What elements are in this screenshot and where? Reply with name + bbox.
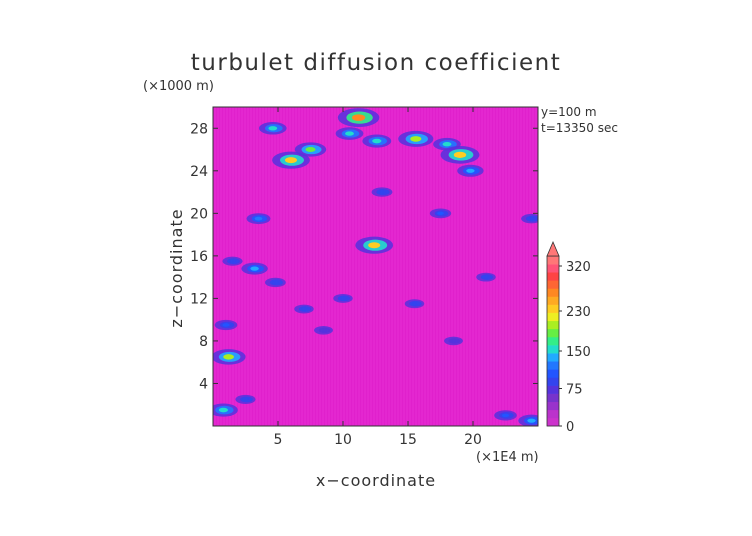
heatmap-feature [355,236,394,254]
heatmap-feature [294,142,327,157]
colorbar-swatch [547,280,559,289]
y-tick-label: 4 [199,376,208,392]
colorbar-swatch [547,345,559,354]
heatmap-feature [213,403,238,417]
colorbar-swatch [547,417,559,427]
colorbar-swatch [547,296,559,305]
heatmap-feature [457,164,484,177]
x-tick-label: 5 [274,432,283,448]
grid-texture [214,107,537,426]
y-tick-label: 28 [190,121,208,137]
heatmap-feature [429,208,452,219]
x-tick-label: 20 [464,432,482,448]
colorbar-swatch [547,288,559,297]
heatmap-feature [265,277,286,288]
colorbar-extend-arrow [546,240,560,257]
y-tick-label: 12 [190,291,208,307]
heatmap-feature [337,108,380,128]
heatmap-feature [214,319,238,331]
colorbar-swatch [547,353,559,362]
heatmap-feature [440,145,480,164]
heatmap-feature [521,213,538,224]
heatmap-feature [444,336,463,346]
x-unit-label: (×1E4 m) [476,450,539,465]
heatmap-feature [294,304,314,314]
colorbar-swatch [547,336,559,346]
colorbar-swatch [547,264,559,273]
colorbar-label: 320 [566,260,591,275]
heatmap-feature [241,262,268,275]
colorbar-swatch [547,369,559,378]
heatmap-field [213,107,538,426]
heatmap-feature [272,151,310,169]
heatmap-feature [235,394,256,404]
heatmap-background [213,107,538,426]
chart-title: turbulet diffusion coefficient [191,50,561,76]
heatmap-feature [476,272,496,282]
heatmap-feature [362,134,392,148]
colorbar-swatch [547,377,559,386]
heatmap-feature [371,187,393,197]
y-tick-label: 16 [190,249,208,265]
colorbar-swatch [547,409,559,419]
colorbar-swatch [547,361,559,370]
y-tick-label: 24 [190,164,208,180]
heatmap-feature [518,414,538,426]
y-tick-label: 20 [190,206,208,222]
heatmap-feature [404,299,425,309]
y-unit-label: (×1000 m) [143,79,214,94]
heatmap-feature [246,213,271,225]
x-tick-label: 10 [334,432,352,448]
colorbar-swatch [547,393,559,403]
heatmap-feature [222,256,243,266]
colorbar-label: 0 [566,420,574,435]
colorbar-swatch [547,401,559,411]
plot-axes: 5 10 15 20 4 8 12 16 20 24 28 [190,106,539,448]
x-tick-label: 15 [399,432,417,448]
colorbar-swatch [547,320,559,330]
heatmap-feature [333,293,353,303]
annotation-line-2: t=13350 sec [541,121,618,135]
heatmap-feature [314,326,333,335]
heatmap-feature [213,349,246,365]
annotation-line-1: y=100 m [541,105,597,119]
y-tick-label: 8 [199,334,208,350]
colorbar-swatch [547,256,559,265]
colorbar-label: 230 [566,305,591,320]
colorbar-swatch [547,272,559,281]
x-axis-label: x−coordinate [316,471,436,490]
plot-frame [212,106,539,427]
heatmap-feature [335,127,364,140]
colorbar: 0 75 150 230 320 [546,240,591,435]
colorbar-swatch [547,385,559,394]
heatmap-feature [494,410,517,421]
colorbar-label: 150 [566,345,591,360]
y-axis-label: z−coordinate [167,208,186,327]
heatmap-feature [258,121,287,135]
colorbar-swatch [547,328,559,338]
colorbar-swatch [547,312,559,322]
colorbar-swatch [547,304,559,313]
heatmap-feature [398,130,434,147]
colorbar-label: 75 [566,383,583,398]
